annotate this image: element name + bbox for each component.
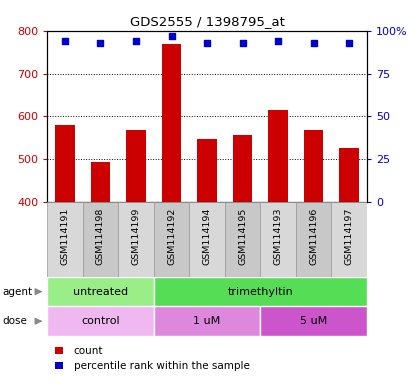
Text: GSM114193: GSM114193 [273,208,282,265]
Bar [47,306,153,336]
Bar [197,139,216,202]
Text: dose: dose [2,316,27,326]
Bar [161,45,181,202]
Point [168,33,174,39]
Text: percentile rank within the sample: percentile rank within the sample [74,361,249,371]
Bar [303,130,323,202]
Bar [224,202,260,277]
Text: GSM114195: GSM114195 [238,208,247,265]
Point [203,40,210,46]
Point [239,40,245,46]
Bar [330,202,366,277]
Text: GSM114198: GSM114198 [96,208,105,265]
Bar [260,202,295,277]
Bar [83,202,118,277]
Text: GSM114196: GSM114196 [308,208,317,265]
Bar [47,202,83,277]
Bar [90,162,110,202]
Point [274,38,281,44]
Point [97,40,103,46]
Bar [126,130,146,202]
Text: GSM114199: GSM114199 [131,208,140,265]
Bar [339,147,358,202]
Text: GSM114191: GSM114191 [60,208,69,265]
Bar [55,125,74,202]
Bar [260,306,366,336]
Bar [232,135,252,202]
Bar [118,202,153,277]
Text: control: control [81,316,119,326]
Bar [55,347,63,354]
Point [310,40,316,46]
Title: GDS2555 / 1398795_at: GDS2555 / 1398795_at [129,15,284,28]
Bar [153,202,189,277]
Text: GSM114192: GSM114192 [166,208,175,265]
Bar [153,277,366,306]
Text: count: count [74,346,103,356]
Text: 1 uM: 1 uM [193,316,220,326]
Text: agent: agent [2,286,32,297]
Bar [295,202,330,277]
Bar [267,110,287,202]
Bar [189,202,224,277]
Bar [55,362,63,369]
Text: GSM114197: GSM114197 [344,208,353,265]
Text: GSM114194: GSM114194 [202,208,211,265]
Text: trimethyltin: trimethyltin [227,286,292,297]
Text: 5 uM: 5 uM [299,316,326,326]
Point [133,38,139,44]
Bar [153,306,260,336]
Text: untreated: untreated [73,286,128,297]
Point [61,38,68,44]
Bar [47,277,153,306]
Point [345,40,352,46]
